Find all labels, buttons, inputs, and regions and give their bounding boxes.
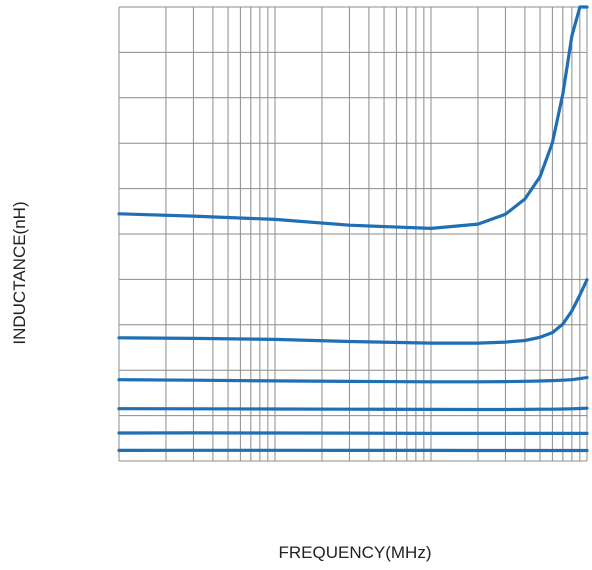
curves (117, 5, 589, 453)
curve-33n (117, 376, 589, 384)
curve-r12 (117, 5, 589, 230)
curve-68n (117, 278, 589, 345)
curve-22n (117, 406, 589, 412)
x-axis-label: FREQUENCY(MHz) (278, 543, 432, 562)
y-axis-label: INDUCTANCE(nH) (10, 201, 29, 345)
curve-12n (117, 431, 589, 435)
grid (118, 6, 588, 462)
